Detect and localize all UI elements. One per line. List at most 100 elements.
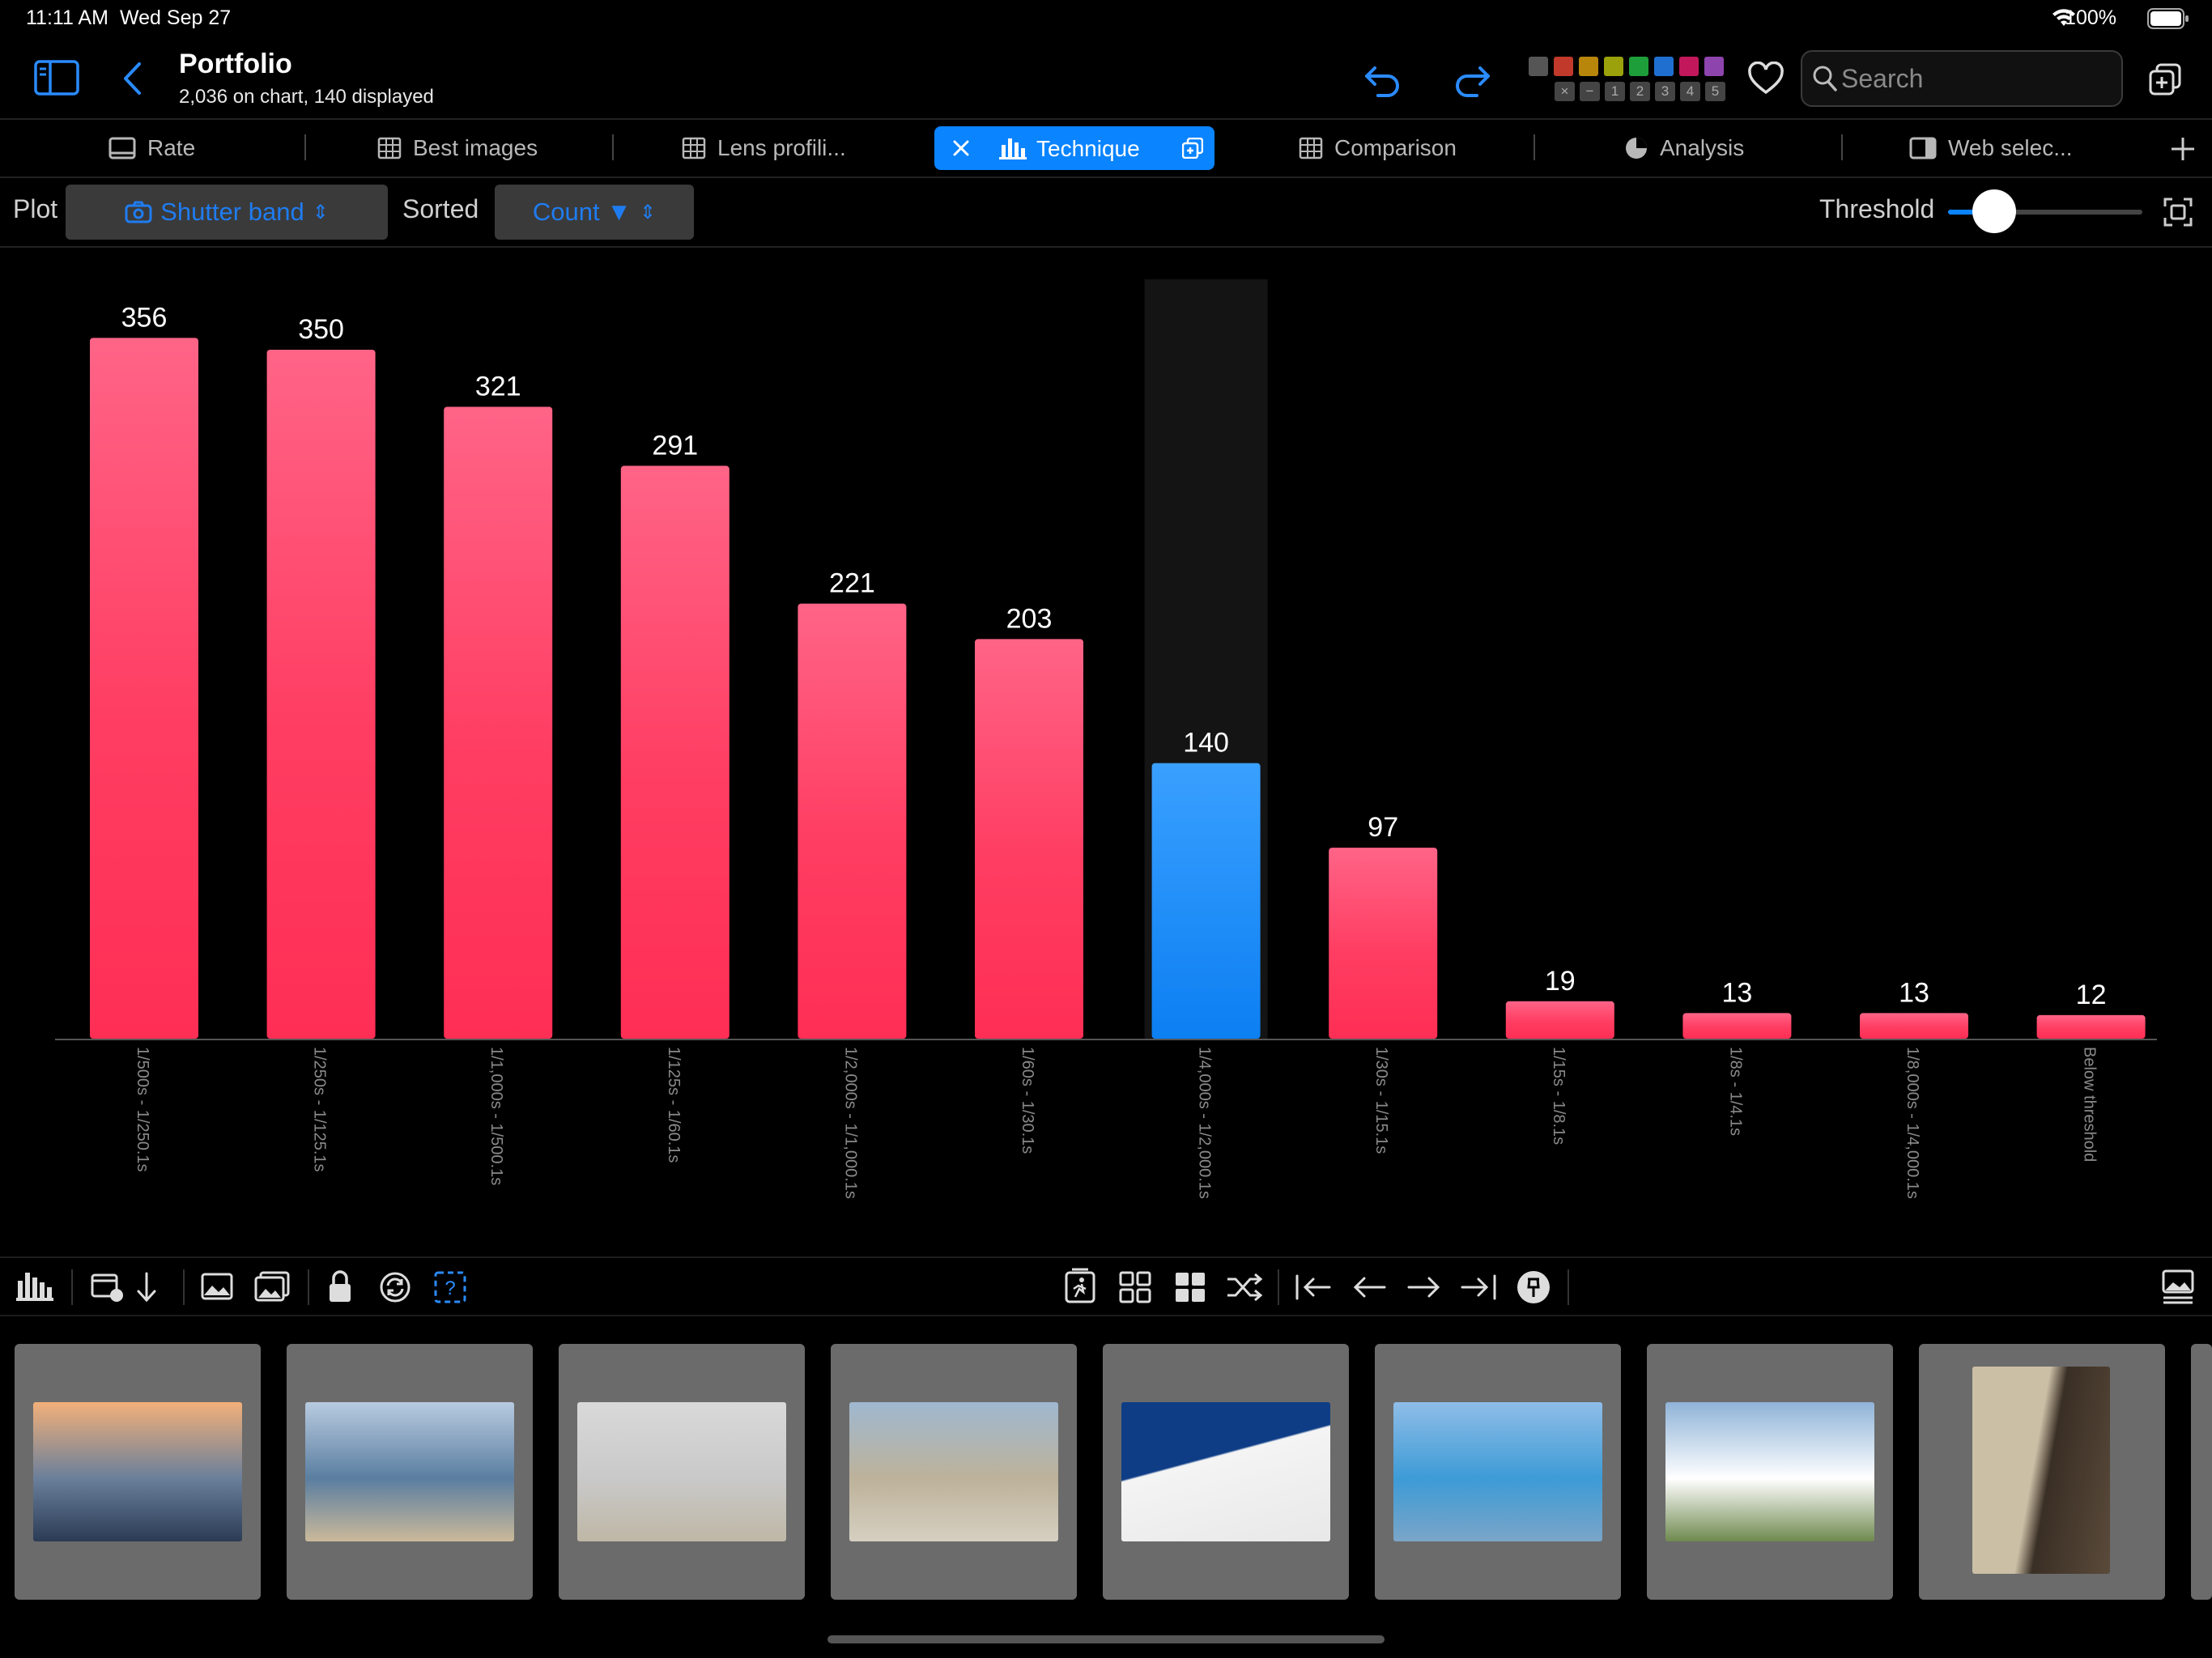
thumbnail-card[interactable] <box>559 1344 805 1600</box>
thumbnail-card[interactable] <box>1919 1344 2165 1600</box>
bar-1[interactable] <box>266 349 376 1039</box>
sync-icon[interactable] <box>379 1271 411 1303</box>
thumbnail-card[interactable] <box>287 1344 533 1600</box>
rating-filter-chip[interactable]: 4 <box>1680 82 1700 101</box>
bar-0[interactable] <box>90 338 198 1039</box>
duplicate-window-icon[interactable] <box>2149 63 2181 96</box>
tab-web-selection[interactable]: Web selec... <box>1909 121 2073 175</box>
thumbnail-card[interactable] <box>15 1344 261 1600</box>
bar-9[interactable] <box>1682 1013 1792 1039</box>
rating-filter-chip[interactable]: × <box>1555 82 1575 101</box>
chart-view-icon[interactable] <box>16 1269 53 1302</box>
x-tick-label: Below threshold <box>2081 1047 2099 1162</box>
images-compare-icon[interactable] <box>254 1271 290 1302</box>
color-label-filter[interactable]: × −1 2 3 4 5 <box>1529 57 1731 104</box>
sorted-label: Sorted <box>402 194 479 223</box>
rating-filter-chip[interactable]: − <box>1580 82 1600 101</box>
search-input[interactable]: Search <box>1801 50 2123 107</box>
thumbnail-card[interactable] <box>1375 1344 1621 1600</box>
bar-2[interactable] <box>444 406 553 1039</box>
tab-label: Web selec... <box>1948 135 2073 160</box>
plot-type-value: Shutter band <box>160 198 304 226</box>
duplicate-tab-icon[interactable] <box>1182 138 1203 159</box>
thumbnail-card[interactable] <box>1647 1344 1893 1600</box>
bar-3[interactable] <box>620 466 730 1039</box>
threshold-slider-knob[interactable] <box>1972 189 2016 233</box>
x-tick-label: 1/60s - 1/30.1s <box>1019 1047 1036 1154</box>
back-chevron-icon[interactable] <box>121 62 143 96</box>
rating-filter-chip[interactable]: 3 <box>1655 82 1675 101</box>
lock-icon[interactable] <box>327 1269 353 1303</box>
thumbnail-card[interactable] <box>1103 1344 1349 1600</box>
next-icon[interactable] <box>1407 1273 1441 1302</box>
rating-filter-chip[interactable]: 2 <box>1630 82 1650 101</box>
sort-select[interactable]: Count ▼ ⇕ <box>495 185 694 240</box>
previous-icon[interactable] <box>1352 1273 1386 1302</box>
color-label-swatch[interactable] <box>1654 57 1674 76</box>
calendar-sort-icon[interactable] <box>91 1271 125 1303</box>
tab-lens-profiling[interactable]: Lens profili... <box>682 121 846 175</box>
thumbnail-image[interactable] <box>1972 1367 2110 1574</box>
rating-filter-chip[interactable]: 5 <box>1705 82 1725 101</box>
thumbnail-image[interactable] <box>305 1402 514 1541</box>
color-label-swatch[interactable] <box>1679 57 1699 76</box>
color-label-swatch[interactable] <box>1529 57 1548 76</box>
last-icon[interactable] <box>1461 1273 1498 1302</box>
color-label-swatch[interactable] <box>1554 57 1573 76</box>
bar-10[interactable] <box>1860 1013 1968 1039</box>
threshold-slider-track[interactable] <box>1948 210 2142 215</box>
add-tab-icon[interactable] <box>2170 136 2196 162</box>
color-label-swatch[interactable] <box>1604 57 1623 76</box>
close-tab-icon[interactable] <box>952 139 970 157</box>
tab-comparison[interactable]: Comparison <box>1299 121 1457 175</box>
fit-to-screen-icon[interactable] <box>2163 198 2193 227</box>
grid-filled-icon[interactable] <box>1174 1271 1206 1303</box>
thumbnail-image[interactable] <box>33 1402 242 1541</box>
thumbnail-image[interactable] <box>849 1402 1058 1541</box>
redo-icon[interactable] <box>1453 62 1491 97</box>
bar-value-label: 13 <box>1899 977 1929 1008</box>
thumbnail-image[interactable] <box>577 1402 786 1541</box>
first-icon[interactable] <box>1294 1273 1331 1302</box>
tab-label: Rate <box>147 135 196 160</box>
tab-label: Best images <box>413 135 538 160</box>
sidebar-toggle-icon[interactable] <box>34 60 79 96</box>
home-indicator[interactable] <box>827 1635 1385 1643</box>
color-label-swatch[interactable] <box>1579 57 1598 76</box>
thumbnail-card-partial[interactable] <box>2191 1344 2212 1600</box>
color-label-swatch[interactable] <box>1629 57 1648 76</box>
sidebar-icon <box>1909 137 1937 159</box>
tab-label: Analysis <box>1660 135 1745 160</box>
shutter-band-bar-chart[interactable]: 356 1/500s - 1/250.1s 350 1/250s - 1/125.1s… <box>0 243 2212 1247</box>
undo-icon[interactable] <box>1363 62 1402 97</box>
status-time: 11:11 AM <box>26 6 108 29</box>
image-icon[interactable] <box>201 1273 233 1300</box>
grid-small-icon[interactable] <box>1119 1271 1151 1303</box>
bar-5[interactable] <box>975 639 1083 1039</box>
tab-best-images[interactable]: Best images <box>377 121 538 175</box>
plot-type-select[interactable]: Shutter band ⇕ <box>66 185 388 240</box>
tab-rate[interactable]: Rate <box>108 121 195 175</box>
thumbnail-card[interactable] <box>831 1344 1077 1600</box>
bar-value-label: 13 <box>1721 977 1752 1008</box>
slideshow-icon[interactable] <box>1064 1268 1096 1305</box>
help-selection-icon[interactable]: ? <box>434 1271 466 1303</box>
rating-filter-chip[interactable]: 1 <box>1605 82 1625 101</box>
bar-8[interactable] <box>1505 1001 1614 1039</box>
bar-7[interactable] <box>1329 848 1438 1039</box>
thumbnail-image[interactable] <box>1665 1402 1874 1541</box>
bar-4[interactable] <box>798 603 907 1039</box>
favorite-heart-icon[interactable] <box>1747 62 1784 96</box>
bar-11[interactable] <box>2036 1014 2146 1039</box>
shuffle-icon[interactable] <box>1226 1273 1263 1302</box>
grid-icon <box>377 137 402 159</box>
color-label-swatch[interactable] <box>1704 57 1724 76</box>
image-info-icon[interactable] <box>2162 1269 2194 1305</box>
thumbnail-image[interactable] <box>1121 1402 1330 1541</box>
pin-icon[interactable] <box>1516 1269 1551 1305</box>
thumbnail-image[interactable] <box>1393 1402 1602 1541</box>
tab-analysis[interactable]: Analysis <box>1624 121 1744 175</box>
tab-technique[interactable]: Technique <box>934 126 1214 170</box>
bar-6[interactable] <box>1151 763 1261 1039</box>
sort-descending-icon[interactable] <box>134 1271 159 1303</box>
